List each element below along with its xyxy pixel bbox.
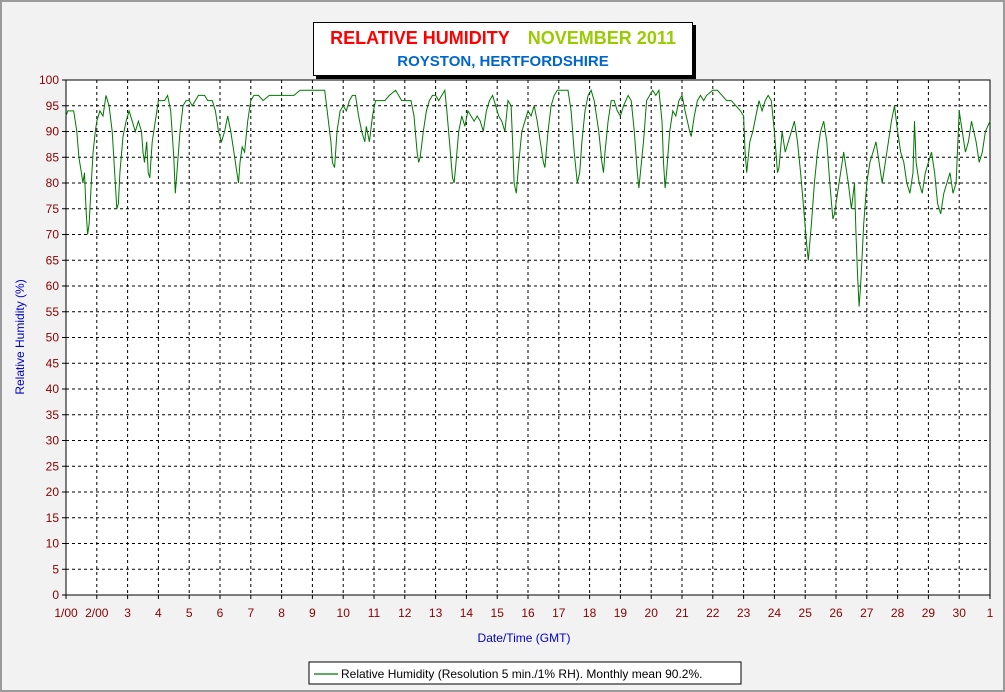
x-tick-label: 24 xyxy=(768,606,782,620)
y-tick-label: 75 xyxy=(46,202,60,216)
y-tick-label: 5 xyxy=(52,562,59,576)
x-tick-label: 7 xyxy=(247,606,254,620)
x-tick-label: 3 xyxy=(124,606,131,620)
y-tick-label: 0 xyxy=(52,588,59,602)
series-line-relative-humidity xyxy=(65,88,991,307)
x-tick-label: 19 xyxy=(614,606,628,620)
x-tick-label: 30 xyxy=(953,606,967,620)
y-tick-label: 80 xyxy=(46,176,60,190)
x-tick-label: 11 xyxy=(368,606,381,620)
x-tick-label: 22 xyxy=(706,606,720,620)
x-tick-label: 1/00 xyxy=(54,606,78,620)
x-tick-label: 9 xyxy=(309,606,316,620)
x-tick-labels: 1/00 2/00 3 4 5 6 7 8 9 10 11 12 13 14 15 16 17 18 19 20 21 2… xyxy=(54,606,993,620)
y-tick-label: 30 xyxy=(46,434,60,448)
y-tick-label: 100 xyxy=(39,73,59,87)
series-layer xyxy=(65,88,991,307)
chart-subtitle: ROYSTON, HERTFORDSHIRE xyxy=(397,53,609,70)
y-tick-label: 65 xyxy=(46,253,60,267)
x-tick-label: 26 xyxy=(829,606,843,620)
y-tick-label: 15 xyxy=(46,511,60,525)
x-tick-label: 23 xyxy=(737,606,751,620)
y-tick-label: 25 xyxy=(46,459,60,473)
x-tick-label: 10 xyxy=(337,606,351,620)
chart-title: RELATIVE HUMIDITY xyxy=(330,28,510,48)
x-tick-label: 21 xyxy=(675,606,689,620)
x-tick-label: 17 xyxy=(552,606,566,620)
x-tick-label: 4 xyxy=(155,606,162,620)
y-tick-label: 85 xyxy=(46,150,60,164)
chart-title-month: NOVEMBER 2011 xyxy=(527,28,676,48)
y-tick-label: 70 xyxy=(46,228,60,242)
x-tick-label: 8 xyxy=(278,606,285,620)
x-tick-label: 2/00 xyxy=(85,606,109,620)
y-tick-label: 45 xyxy=(46,356,60,370)
y-tick-label: 95 xyxy=(46,99,60,113)
x-tick-label: 1 xyxy=(987,606,994,620)
grid xyxy=(62,79,991,599)
x-tick-label: 15 xyxy=(491,606,505,620)
x-tick-label: 13 xyxy=(429,606,443,620)
y-tick-label: 90 xyxy=(46,125,60,139)
legend: Relative Humidity (Resolution 5 min./1% … xyxy=(308,661,742,685)
title-box: RELATIVE HUMIDITY NOVEMBER 2011 ROYSTON, … xyxy=(313,22,693,76)
x-tick-label: 14 xyxy=(460,606,474,620)
legend-box xyxy=(308,661,742,685)
y-tick-label: 35 xyxy=(46,408,60,422)
x-tick-label: 29 xyxy=(922,606,936,620)
title-line: RELATIVE HUMIDITY NOVEMBER 2011 xyxy=(314,28,692,49)
x-tick-label: 18 xyxy=(583,606,597,620)
y-tick-labels: 0 5 10 15 20 25 30 35 40 45 50 55 60 65 70 75 80 85 90 95 10… xyxy=(39,73,59,602)
x-tick-label: 5 xyxy=(186,606,193,620)
x-tick-label: 20 xyxy=(645,606,659,620)
x-tick-label: 6 xyxy=(217,606,224,620)
x-tick-label: 12 xyxy=(398,606,412,620)
y-tick-label: 55 xyxy=(46,305,60,319)
y-tick-label: 20 xyxy=(46,485,60,499)
x-tick-label: 25 xyxy=(799,606,813,620)
legend-label: Relative Humidity (Resolution 5 min./1% … xyxy=(341,667,702,681)
x-axis-title: Date/Time (GMT) xyxy=(478,631,571,645)
x-tick-label: 28 xyxy=(891,606,905,620)
y-tick-label: 10 xyxy=(46,537,60,551)
y-tick-label: 50 xyxy=(46,331,60,345)
y-axis-title: Relative Humidity (%) xyxy=(13,279,27,394)
y-tick-label: 60 xyxy=(46,279,60,293)
y-tick-label: 40 xyxy=(46,382,60,396)
x-tick-label: 16 xyxy=(521,606,535,620)
x-tick-label: 27 xyxy=(860,606,874,620)
